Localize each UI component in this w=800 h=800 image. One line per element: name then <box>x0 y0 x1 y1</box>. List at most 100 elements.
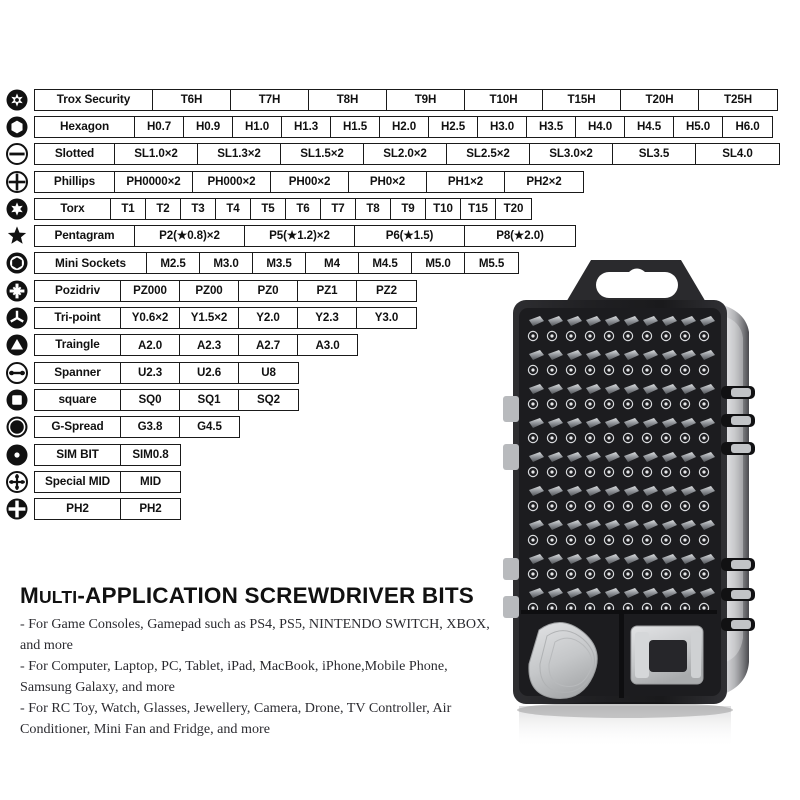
bit-size-cell: P2(★0.8)×2 <box>135 226 245 247</box>
bit-size-cell: PZ000 <box>121 280 180 301</box>
spec-row-cells: Torx T1 T2 T3 T4 T5 T6 T7 T8 T9 T10 T15 T20 <box>34 197 532 220</box>
spec-row-cells: PH2 PH2 <box>34 498 181 521</box>
bit-size-cell: T20H <box>621 89 699 110</box>
spec-row-cells: Pentagram P2(★0.8)×2 P5(★1.2)×2 P6(★1.5) P8(… <box>34 225 576 248</box>
spec-row-cells: G-Spread G3.8 G4.5 <box>34 416 240 439</box>
bit-size-cell: H1.3 <box>282 116 331 137</box>
bit-size-cell: M4 <box>306 253 359 274</box>
mini-socket-bit-icon <box>0 250 34 277</box>
g-spread-bit-icon <box>0 414 34 441</box>
bit-size-cell: SQ0 <box>121 389 180 410</box>
bit-size-cell: H3.0 <box>478 116 527 137</box>
spec-row: Hexagon H0.7 H0.9 H1.0 H1.3 H1.5 H2.0 H2.5 H3.0 H… <box>0 113 790 140</box>
spec-row: Special MID MID <box>0 468 790 495</box>
page-title-smallcaps: ULTI <box>38 587 78 607</box>
spec-row-cells: Hexagon H0.7 H0.9 H1.0 H1.3 H1.5 H2.0 H2.5 H3.0 H… <box>34 115 773 138</box>
bit-size-cell: SQ1 <box>180 389 239 410</box>
bit-size-cell: SL1.3×2 <box>198 144 281 165</box>
bit-type-name: SIM BIT <box>35 444 121 465</box>
bit-size-cell: T1 <box>111 198 146 219</box>
phillips-bit-icon <box>0 168 34 195</box>
bit-type-name: PH2 <box>35 499 121 520</box>
bit-size-cell: H5.0 <box>674 116 723 137</box>
bit-size-cell: T20 <box>503 202 524 216</box>
ph2-bit-icon <box>0 495 34 522</box>
bit-size-cell: SL4.0 <box>722 147 753 161</box>
bit-size-cell: PZ1 <box>298 280 357 301</box>
bit-size-cell: H0.7 <box>135 116 184 137</box>
bit-size-cell: T10H <box>465 89 543 110</box>
product-photo-image <box>503 260 755 748</box>
torx-bit-icon <box>0 195 34 222</box>
bit-size-cell: P6(★1.5) <box>355 226 465 247</box>
bit-size-cell: PZ2 <box>376 283 397 297</box>
bit-size-cell: T10 <box>426 198 461 219</box>
bit-size-cell: M3.5 <box>253 253 306 274</box>
bit-size-cell: MID <box>140 475 161 488</box>
spec-row-cells: Tri-point Y0.6×2 Y1.5×2 Y2.0 Y2.3 Y3.0 <box>34 307 417 330</box>
bit-size-cell: T2 <box>146 198 181 219</box>
bit-type-name: Spanner <box>35 362 121 383</box>
spec-row: Tri-point Y0.6×2 Y1.5×2 Y2.0 Y2.3 Y3.0 <box>0 304 790 331</box>
hexagon-bit-icon <box>0 113 34 140</box>
spec-row: PH2 PH2 <box>0 495 790 522</box>
spec-row: G-Spread G3.8 G4.5 <box>0 414 790 441</box>
bit-size-cell: PH0×2 <box>349 171 427 192</box>
spec-row-cells: Special MID MID <box>34 470 181 493</box>
spec-row: Spanner U2.3 U2.6 U8 <box>0 359 790 386</box>
bit-size-cell: T25H <box>724 92 752 106</box>
tri-point-bit-icon <box>0 304 34 331</box>
pozidriv-bit-icon <box>0 277 34 304</box>
bit-size-cell: A2.3 <box>180 335 239 356</box>
bit-size-cell: T6H <box>153 89 231 110</box>
bit-size-cell: H1.0 <box>233 116 282 137</box>
description-line: - For Game Consoles, Gamepad such as PS4… <box>20 616 490 653</box>
bit-size-cell: SL1.5×2 <box>281 144 364 165</box>
spec-row: SIM BIT SIM0.8 <box>0 441 790 468</box>
bit-type-name: square <box>35 389 121 410</box>
slotted-bit-icon <box>0 141 34 168</box>
bit-size-cell: SQ2 <box>257 393 280 407</box>
bit-size-cell: M2.5 <box>147 253 200 274</box>
description-line: - For Computer, Laptop, PC, Tablet, iPad… <box>20 658 448 695</box>
bit-size-cell: T15 <box>461 198 496 219</box>
spec-row-cells: Pozidriv PZ000 PZ00 PZ0 PZ1 PZ2 <box>34 279 417 302</box>
bit-specification-table: Trox Security T6H T7H T8H T9H T10H T15H T20H T25… <box>0 86 790 523</box>
bit-size-cell: SL3.5 <box>613 144 696 165</box>
bit-size-cell: T7H <box>231 89 309 110</box>
bit-size-cell: U2.6 <box>180 362 239 383</box>
bit-size-cell: SL2.0×2 <box>364 144 447 165</box>
spec-row-cells: Mini Sockets M2.5 M3.0 M3.5 M4 M4.5 M5.0 M5.5 <box>34 252 519 275</box>
triangle-bit-icon <box>0 332 34 359</box>
spanner-bit-icon <box>0 359 34 386</box>
spec-row: Phillips PH0000×2 PH000×2 PH00×2 PH0×2 PH1×2 P… <box>0 168 790 195</box>
bit-size-cell: M5.5 <box>478 256 505 270</box>
page-title-tail: -APPLICATION SCREWDRIVER BITS <box>77 583 474 608</box>
spec-row-cells: Phillips PH0000×2 PH000×2 PH00×2 PH0×2 PH1×2 P… <box>34 170 584 193</box>
spec-row-cells: Trox Security T6H T7H T8H T9H T10H T15H T20H T25… <box>34 88 778 111</box>
bit-size-cell: T9 <box>391 198 426 219</box>
bit-size-cell: PH1×2 <box>427 171 505 192</box>
bit-size-cell: H1.5 <box>331 116 380 137</box>
bit-size-cell: H3.5 <box>527 116 576 137</box>
bit-size-cell: Y0.6×2 <box>121 308 180 329</box>
bit-size-cell: SIM0.8 <box>132 447 169 461</box>
bit-size-cell: H4.5 <box>625 116 674 137</box>
spec-row-cells: SIM BIT SIM0.8 <box>34 443 181 466</box>
bit-size-cell: T4 <box>216 198 251 219</box>
spec-row: Mini Sockets M2.5 M3.0 M3.5 M4 M4.5 M5.0 M5.5 <box>0 250 790 277</box>
square-bit-icon <box>0 386 34 413</box>
bit-size-cell: SL1.0×2 <box>115 144 198 165</box>
bit-size-cell: H2.5 <box>429 116 478 137</box>
bit-size-cell: PZ00 <box>180 280 239 301</box>
bit-size-cell: Y2.3 <box>298 308 357 329</box>
bit-size-cell: SL2.5×2 <box>447 144 530 165</box>
bit-type-name: Trox Security <box>35 89 153 110</box>
bit-size-cell: A3.0 <box>315 338 340 352</box>
spec-row-cells: square SQ0 SQ1 SQ2 <box>34 388 299 411</box>
bit-type-name: Pentagram <box>35 226 135 247</box>
pentagram-bit-icon <box>0 222 34 249</box>
spec-row-cells: Spanner U2.3 U2.6 U8 <box>34 361 299 384</box>
page-title: MULTI-APPLICATION SCREWDRIVER BITS <box>20 583 474 609</box>
bit-size-cell: T8H <box>309 89 387 110</box>
